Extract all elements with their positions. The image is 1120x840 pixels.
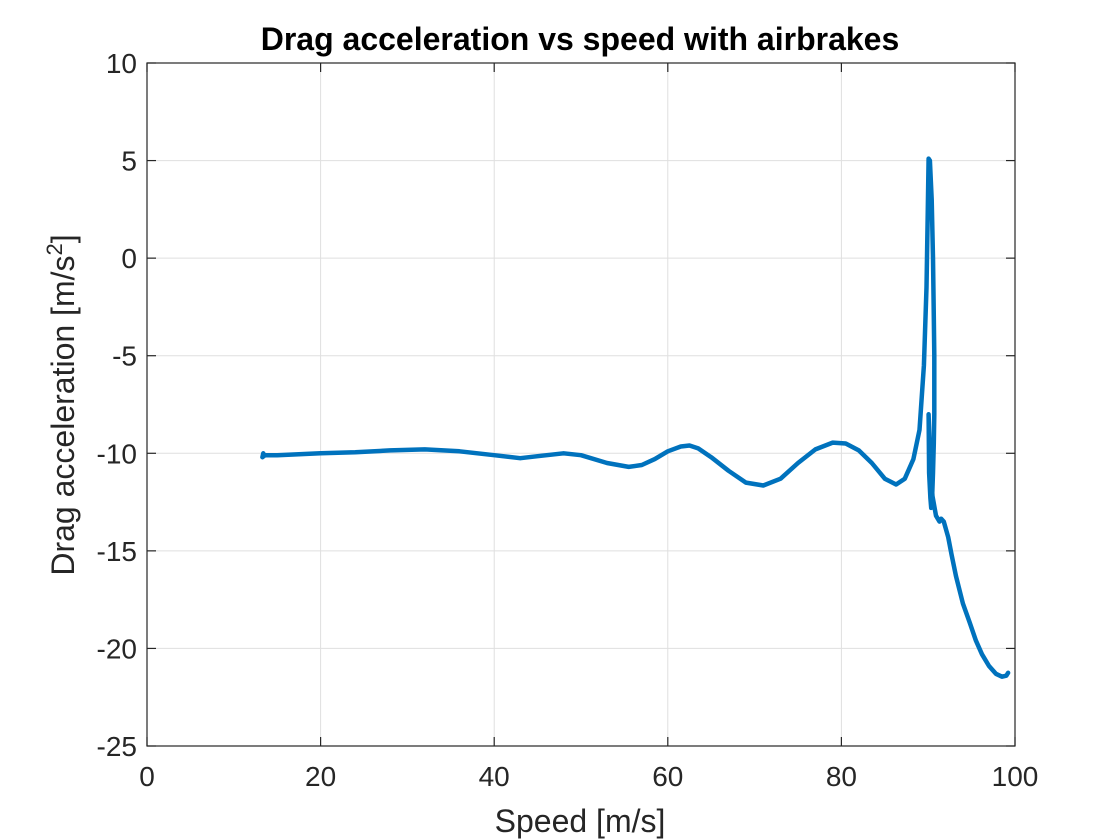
x-tick-label: 80 [826, 761, 857, 792]
y-axis-label-main: Drag acceleration [m/s [45, 256, 81, 576]
y-axis-label: Drag acceleration [m/s2] [42, 234, 81, 575]
x-tick-label: 100 [992, 761, 1039, 792]
x-tick-label: 0 [139, 761, 155, 792]
y-tick-label: -10 [97, 438, 137, 469]
x-tick-label: 40 [479, 761, 510, 792]
y-tick-label: -5 [112, 341, 137, 372]
axes-frame [146, 62, 1016, 747]
y-axis-label-superscript: 2 [42, 243, 67, 255]
plot-area: 0 20 40 60 80 100 -25 -20 -15 -10 -5 0 5 10 [97, 48, 1039, 792]
y-tick-label: 10 [106, 48, 137, 79]
series-layer [260, 156, 1011, 679]
x-tick-label: 20 [305, 761, 336, 792]
y-axis-label-close: ] [45, 234, 81, 243]
y-tick-label: 5 [121, 146, 137, 177]
y-tick-label: -20 [97, 633, 137, 664]
plot-background [147, 63, 1015, 746]
y-tick-label: -15 [97, 536, 137, 567]
ticks: 0 20 40 60 80 100 -25 -20 -15 -10 -5 0 5 10 [97, 48, 1039, 792]
grid [147, 63, 1015, 746]
chart-title: Drag acceleration vs speed with airbrake… [261, 21, 900, 57]
x-axis-label: Speed [m/s] [495, 803, 666, 839]
x-tick-label: 60 [652, 761, 683, 792]
series-line [260, 156, 1011, 679]
y-tick-label: 0 [121, 243, 137, 274]
y-tick-label: -25 [97, 731, 137, 762]
